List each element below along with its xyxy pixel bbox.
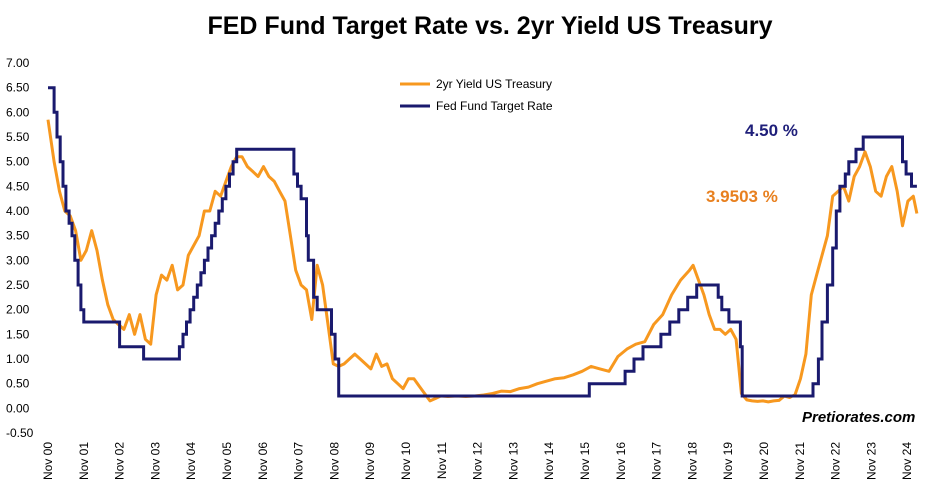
x-tick-label: Nov 24	[900, 442, 914, 480]
x-tick-label: Nov 22	[829, 442, 843, 480]
x-tick-label: Nov 12	[471, 442, 485, 480]
x-tick-label: Nov 16	[614, 442, 628, 480]
y-tick-label: 3.00	[6, 253, 30, 267]
x-tick-label: Nov 14	[542, 442, 556, 480]
x-tick-label: Nov 07	[292, 442, 306, 480]
y-tick-label: 1.50	[6, 327, 30, 341]
y-tick-label: 7.00	[6, 56, 30, 70]
y-tick-label: 3.50	[6, 229, 30, 243]
y-tick-label: 6.50	[6, 81, 30, 95]
x-tick-label: Nov 13	[506, 442, 520, 480]
y-axis-ticks: 7.00 6.50 6.00 5.50 5.00 4.50 4.00 3.50 3.00 2.50…	[6, 56, 34, 440]
x-tick-label: Nov 18	[685, 442, 699, 480]
series-line-fed	[48, 86, 917, 398]
x-tick-label: Nov 01	[77, 442, 91, 480]
x-tick-label: Nov 17	[650, 442, 664, 480]
x-axis-ticks: Nov 00 Nov 01 Nov 02 Nov 03 Nov 04 Nov 05 Nov …	[41, 442, 914, 480]
y-tick-label: 2.50	[6, 278, 30, 292]
y-tick-label: -0.50	[6, 426, 34, 440]
x-tick-label: Nov 20	[757, 442, 771, 480]
treasury-yield-annotation: 3.9503 %	[706, 187, 778, 206]
x-tick-label: Nov 06	[256, 442, 270, 480]
y-tick-label: 5.50	[6, 130, 30, 144]
y-tick-label: 5.00	[6, 155, 30, 169]
y-tick-label: 4.00	[6, 204, 30, 218]
x-tick-label: Nov 19	[721, 442, 735, 480]
y-tick-label: 2.00	[6, 303, 30, 317]
legend: 2yr Yield US Treasury Fed Fund Target Ra…	[400, 77, 553, 113]
x-tick-label: Nov 09	[363, 442, 377, 480]
x-tick-label: Nov 03	[148, 442, 162, 480]
x-tick-label: Nov 21	[793, 442, 807, 480]
x-tick-label: Nov 23	[864, 442, 878, 480]
y-tick-label: 0.50	[6, 377, 30, 391]
y-tick-label: 1.00	[6, 352, 30, 366]
x-tick-label: Nov 10	[399, 442, 413, 480]
x-tick-label: Nov 02	[113, 442, 127, 480]
legend-label-treasury: 2yr Yield US Treasury	[436, 77, 552, 91]
y-tick-label: 4.50	[6, 179, 30, 193]
chart-title: FED Fund Target Rate vs. 2yr Yield US Tr…	[207, 12, 773, 40]
y-tick-label: 0.00	[6, 401, 30, 415]
x-tick-label: Nov 08	[327, 442, 341, 480]
x-tick-label: Nov 05	[220, 442, 234, 480]
series-layer	[46, 86, 919, 404]
y-tick-label: 6.00	[6, 105, 30, 119]
x-tick-label: Nov 04	[184, 442, 198, 480]
legend-label-fed: Fed Fund Target Rate	[436, 99, 553, 113]
x-tick-label: Nov 00	[41, 442, 55, 480]
x-tick-label: Nov 15	[578, 442, 592, 480]
x-tick-label: Nov 11	[435, 442, 449, 479]
fed-rate-annotation: 4.50 %	[745, 121, 798, 140]
watermark: Pretiorates.com	[802, 409, 915, 426]
